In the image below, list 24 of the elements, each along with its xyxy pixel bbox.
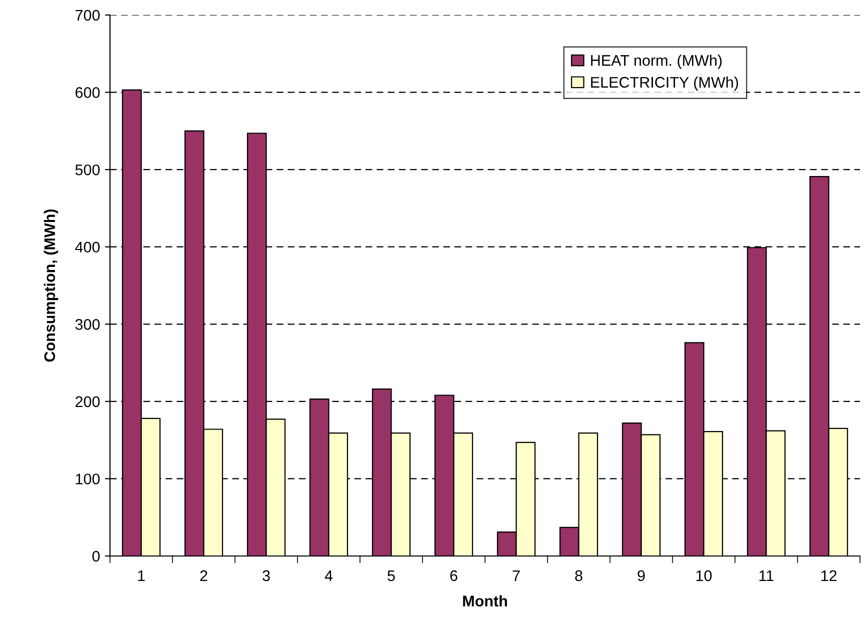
x-tick-label: 4 [324,570,333,581]
y-tick-label: 700 [76,10,100,21]
x-tick-label: 7 [512,570,520,581]
x-tick-label: 10 [696,570,712,582]
y-tick-label: 300 [75,319,100,330]
x-tick-label: 5 [388,570,395,582]
x-tick-label: 3 [262,570,270,582]
x-tick-label: 12 [821,570,836,581]
y-tick-label: 200 [76,396,100,408]
x-tick-label: 1 [138,570,145,581]
y-tick-label: 100 [76,474,100,484]
x-tick-label: 8 [575,570,582,582]
x-tick-label: 6 [450,570,458,582]
y-axis-title: Consumption, (MWh) [44,209,58,362]
y-tick-label: 400 [75,242,100,253]
y-tick-label: 600 [76,87,100,98]
legend-label: ELECTRICITY (MWh) [591,76,738,91]
y-tick-label: 500 [75,164,100,176]
x-tick-label: 2 [200,570,208,581]
y-tick-label: 0 [92,550,100,562]
x-tick-label: 9 [638,570,645,582]
legend-label: HEAT norm. (MWh) [591,54,722,69]
x-axis-title: Month [463,595,507,606]
x-tick-label: 11 [759,570,774,581]
